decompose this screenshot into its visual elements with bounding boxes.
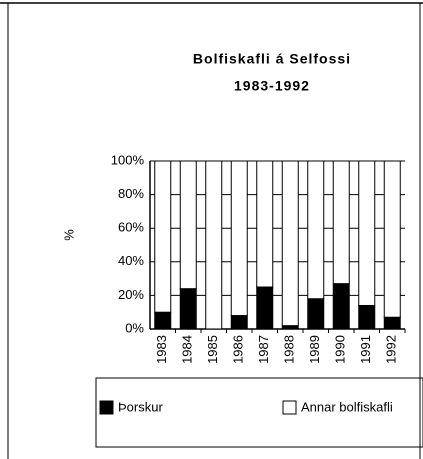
bar-segment — [154, 160, 172, 313]
x-tick-label: 1983 — [154, 335, 169, 364]
x-tick-label: 1985 — [205, 335, 220, 364]
bar-segment — [281, 160, 299, 327]
y-tick-label: 80% — [118, 186, 144, 201]
x-tick-label: 1988 — [282, 335, 297, 364]
bar-segment — [307, 160, 325, 300]
bar-segment — [281, 325, 299, 330]
bar-segment — [358, 304, 376, 330]
x-tick-label: 1989 — [307, 335, 322, 364]
y-tick-label: 0% — [125, 320, 144, 335]
y-tick-label: 40% — [118, 253, 144, 268]
x-tick-label: 1986 — [231, 335, 246, 364]
x-tick-label: 1987 — [256, 335, 271, 364]
bar-segment — [256, 160, 274, 288]
bar-segment — [230, 315, 248, 330]
bar-segment — [383, 316, 401, 330]
bar-segment — [205, 160, 223, 330]
bar-segment — [332, 283, 350, 330]
bar-segment — [307, 298, 325, 330]
y-tick-label: 60% — [118, 220, 144, 235]
bar-segment — [383, 160, 401, 318]
x-tick-label: 1990 — [333, 335, 348, 364]
bar-segment — [179, 160, 197, 290]
chart-subtitle: 1983-1992 — [234, 78, 310, 94]
legend-swatch — [99, 400, 114, 415]
x-tick-label: 1984 — [180, 335, 195, 364]
bar-segment — [332, 160, 350, 285]
y-tick-label: 100% — [111, 152, 145, 167]
bar-segment — [256, 286, 274, 330]
bar-segment — [154, 311, 172, 330]
bar-segment — [358, 160, 376, 306]
x-tick-label: 1992 — [384, 335, 399, 364]
legend-swatch — [282, 400, 297, 415]
y-axis-label: % — [61, 229, 76, 241]
legend-box — [95, 377, 423, 448]
y-tick-label: 20% — [118, 287, 144, 302]
bar-segment — [179, 288, 197, 330]
legend-label: Þorskur — [118, 399, 163, 414]
x-tick-label: 1991 — [358, 335, 373, 364]
chart-title: Bolfiskafli á Selfossi — [193, 51, 351, 67]
bar-segment — [230, 160, 248, 317]
legend-label: Annar bolfiskafli — [301, 399, 393, 414]
